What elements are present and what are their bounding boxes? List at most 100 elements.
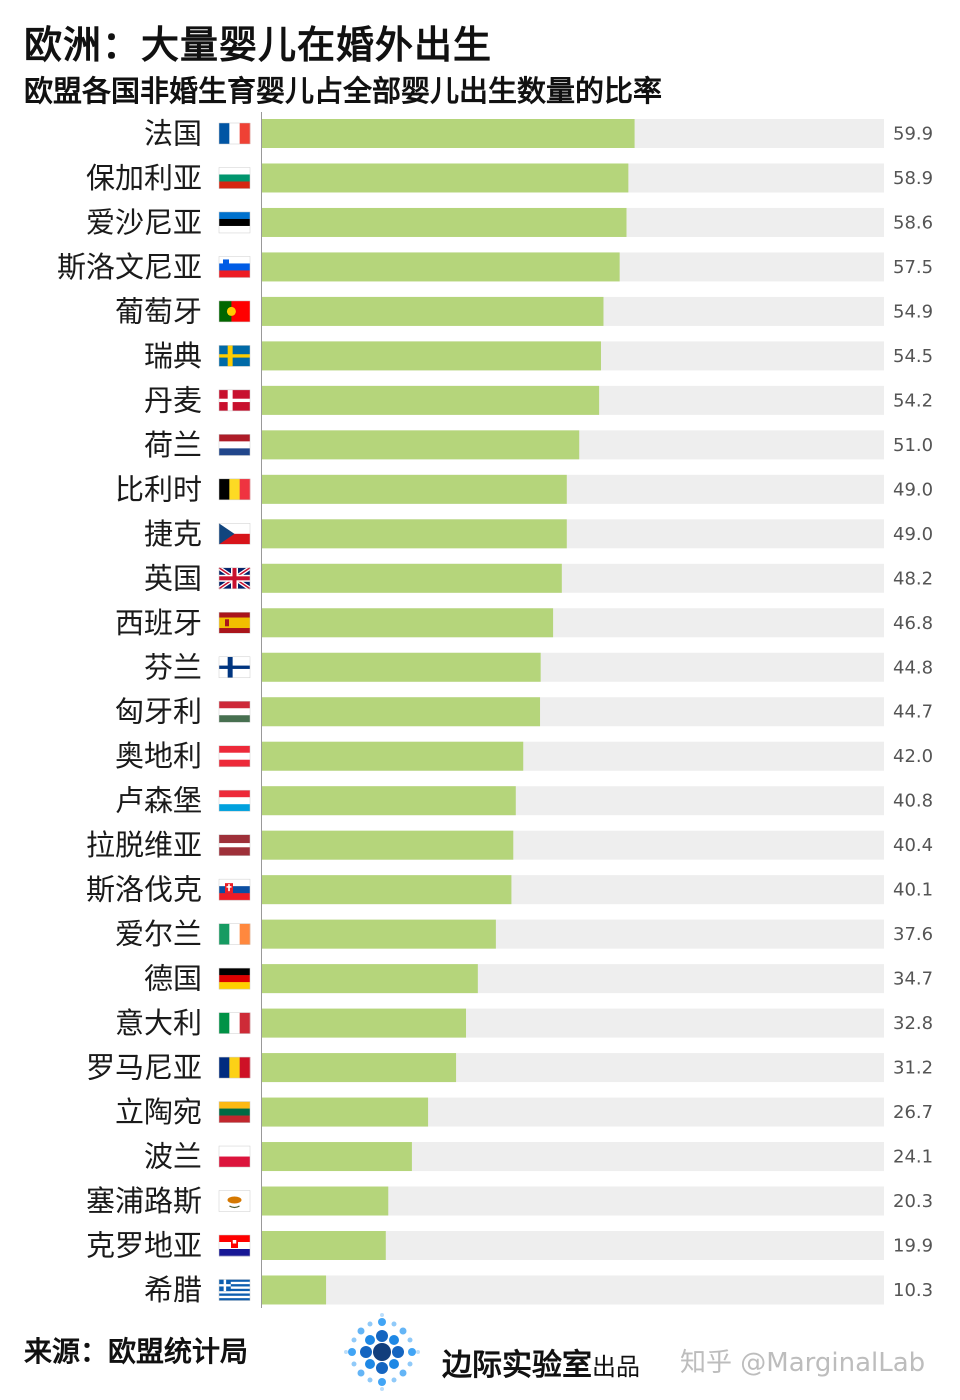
bar-czech: [262, 519, 567, 549]
value-label: 57.5: [893, 257, 933, 278]
value-label: 46.8: [893, 613, 933, 634]
bar-estonia: [262, 207, 627, 237]
value-label: 54.5: [893, 346, 933, 367]
value-label: 42.0: [893, 746, 933, 767]
value-label: 44.7: [893, 702, 933, 723]
bar-track: [262, 1275, 884, 1305]
category-label: 波兰: [144, 1140, 202, 1174]
category-label: 斯洛文尼亚: [57, 250, 202, 284]
italy-flag-icon: [218, 1012, 251, 1034]
value-label: 58.9: [893, 168, 933, 189]
france-flag-icon: [218, 122, 251, 145]
brand-suffix: 出品: [592, 1353, 640, 1381]
category-label: 奥地利: [115, 739, 202, 773]
bar-cyprus: [262, 1186, 389, 1216]
value-label: 54.2: [893, 390, 933, 411]
value-label: 51.0: [893, 435, 933, 456]
value-label: 49.0: [893, 479, 933, 500]
category-label: 斯洛伐克: [86, 873, 202, 907]
croatia-flag-icon: [218, 1234, 251, 1257]
category-label: 立陶宛: [115, 1095, 202, 1129]
value-label: 32.8: [893, 1013, 933, 1034]
value-label: 40.4: [893, 835, 933, 856]
lithuania-flag-icon: [218, 1101, 251, 1123]
ireland-flag-icon: [218, 923, 251, 945]
bar-bulgaria: [262, 163, 629, 193]
category-label: 葡萄牙: [115, 294, 202, 328]
uk-flag-icon: [217, 566, 252, 591]
bar-hungary: [262, 697, 541, 727]
value-label: 19.9: [893, 1236, 933, 1257]
bar-poland: [262, 1142, 412, 1172]
value-label: 49.0: [893, 524, 933, 545]
category-label: 塞浦路斯: [86, 1184, 202, 1218]
category-label: 丹麦: [144, 383, 202, 417]
bar-finland: [262, 652, 541, 682]
latvia-flag-icon: [218, 834, 251, 856]
germany-flag-icon: [218, 967, 251, 990]
watermark: 知乎 @MarginalLab: [680, 1348, 926, 1378]
bar-germany: [262, 964, 478, 994]
denmark-flag-icon: [218, 389, 251, 412]
luxembourg-flag-icon: [218, 789, 251, 812]
bar-uk: [262, 563, 562, 593]
portugal-flag-icon: [218, 300, 251, 323]
bar-denmark: [262, 385, 600, 415]
category-label: 保加利亚: [86, 161, 202, 195]
category-label: 匈牙利: [115, 695, 202, 729]
estonia-flag-icon: [218, 211, 251, 234]
bar-greece: [262, 1275, 327, 1305]
value-label: 37.6: [893, 924, 933, 945]
category-label: 意大利: [115, 1006, 202, 1040]
bar-france: [262, 119, 635, 148]
category-label: 爱沙尼亚: [86, 205, 202, 239]
poland-flag-icon: [218, 1145, 251, 1168]
value-label: 31.2: [893, 1058, 933, 1079]
bar-italy: [262, 1008, 467, 1038]
brand-main: 边际实验室: [442, 1348, 592, 1383]
value-label: 34.7: [893, 969, 933, 990]
category-label: 罗马尼亚: [86, 1051, 202, 1085]
finland-flag-icon: [218, 656, 251, 679]
bar-spain: [262, 608, 554, 638]
belgium-flag-icon: [218, 478, 251, 501]
bar-croatia: [262, 1231, 386, 1260]
cyprus-flag-icon: [218, 1190, 251, 1212]
category-label: 法国: [144, 117, 202, 151]
value-label: 59.9: [893, 124, 933, 145]
bar-slovakia: [262, 875, 512, 905]
value-label: 26.7: [893, 1102, 933, 1123]
bar-belgium: [262, 474, 567, 504]
bar-ireland: [262, 919, 496, 949]
austria-flag-icon: [218, 745, 251, 768]
greece-flag-icon: [218, 1279, 251, 1301]
bar-latvia: [262, 830, 514, 860]
category-label: 希腊: [144, 1273, 202, 1307]
category-label: 拉脱维亚: [86, 828, 202, 862]
value-label: 54.9: [893, 301, 933, 322]
chart-subtitle: 欧盟各国非婚生育婴儿占全部婴儿出生数量的比率: [24, 74, 663, 108]
bar-sweden: [262, 341, 601, 371]
czech-flag-icon: [218, 523, 251, 545]
category-label: 比利时: [115, 472, 202, 506]
category-label: 芬兰: [144, 650, 202, 684]
bar-luxembourg: [262, 786, 516, 816]
category-label: 荷兰: [144, 428, 202, 462]
romania-flag-icon: [218, 1056, 251, 1079]
bulgaria-flag-icon: [218, 167, 251, 189]
category-label: 英国: [144, 561, 202, 595]
slovakia-flag-icon: [218, 878, 251, 901]
category-label: 爱尔兰: [115, 917, 202, 951]
bar-netherlands: [262, 430, 580, 460]
chart-title: 欧洲：大量婴儿在婚外出生: [24, 23, 493, 67]
value-label: 44.8: [893, 657, 933, 678]
bar-austria: [262, 741, 524, 771]
category-label: 瑞典: [144, 339, 202, 373]
value-label: 20.3: [893, 1191, 933, 1212]
bar-slovenia: [262, 252, 620, 282]
value-label: 24.1: [893, 1147, 933, 1168]
value-label: 40.1: [893, 880, 933, 901]
category-label: 卢森堡: [115, 784, 202, 818]
marginal-lab-logo-icon: [344, 1313, 420, 1391]
